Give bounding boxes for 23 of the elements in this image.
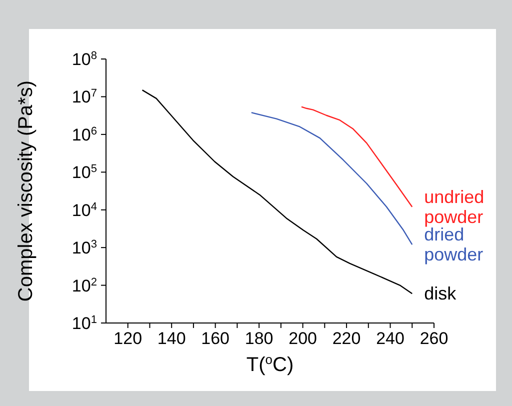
- y-tick-label: 10$^{5}$: [72, 163, 97, 182]
- y-tick-label: 10$^{2}$: [72, 276, 97, 296]
- x-tick-label: 240: [376, 329, 404, 348]
- y-tick-label: 10$^{6}$: [72, 125, 97, 144]
- series-label: disk: [424, 284, 458, 304]
- series-label: undried powder: [424, 186, 484, 227]
- y-tick-label: 10$^{3}$: [72, 238, 97, 258]
- line-series: [142, 89, 413, 294]
- x-tick-label: 180: [244, 329, 274, 348]
- x-tick-label: 140: [157, 329, 186, 348]
- line-series: [250, 112, 413, 246]
- y-axis-title: Complex viscosity (Pa*s): [15, 80, 37, 302]
- line-series: [300, 106, 413, 208]
- x-tick-label: 200: [288, 329, 317, 348]
- y-tick-label: 10$^{7}$: [72, 88, 97, 107]
- y-tick-label: 10$^{1}$: [72, 314, 97, 333]
- x-tick-label: 260: [420, 329, 448, 348]
- x-tick-label: 120: [114, 329, 142, 348]
- y-tick-label: 10$^{4}$: [72, 200, 97, 220]
- y-tick-label: 10$^{8}$: [72, 50, 97, 69]
- x-tick-label: 160: [201, 329, 230, 348]
- x-tick-label: 220: [332, 329, 361, 348]
- x-axis-title: T($^{o}$C): [246, 352, 294, 376]
